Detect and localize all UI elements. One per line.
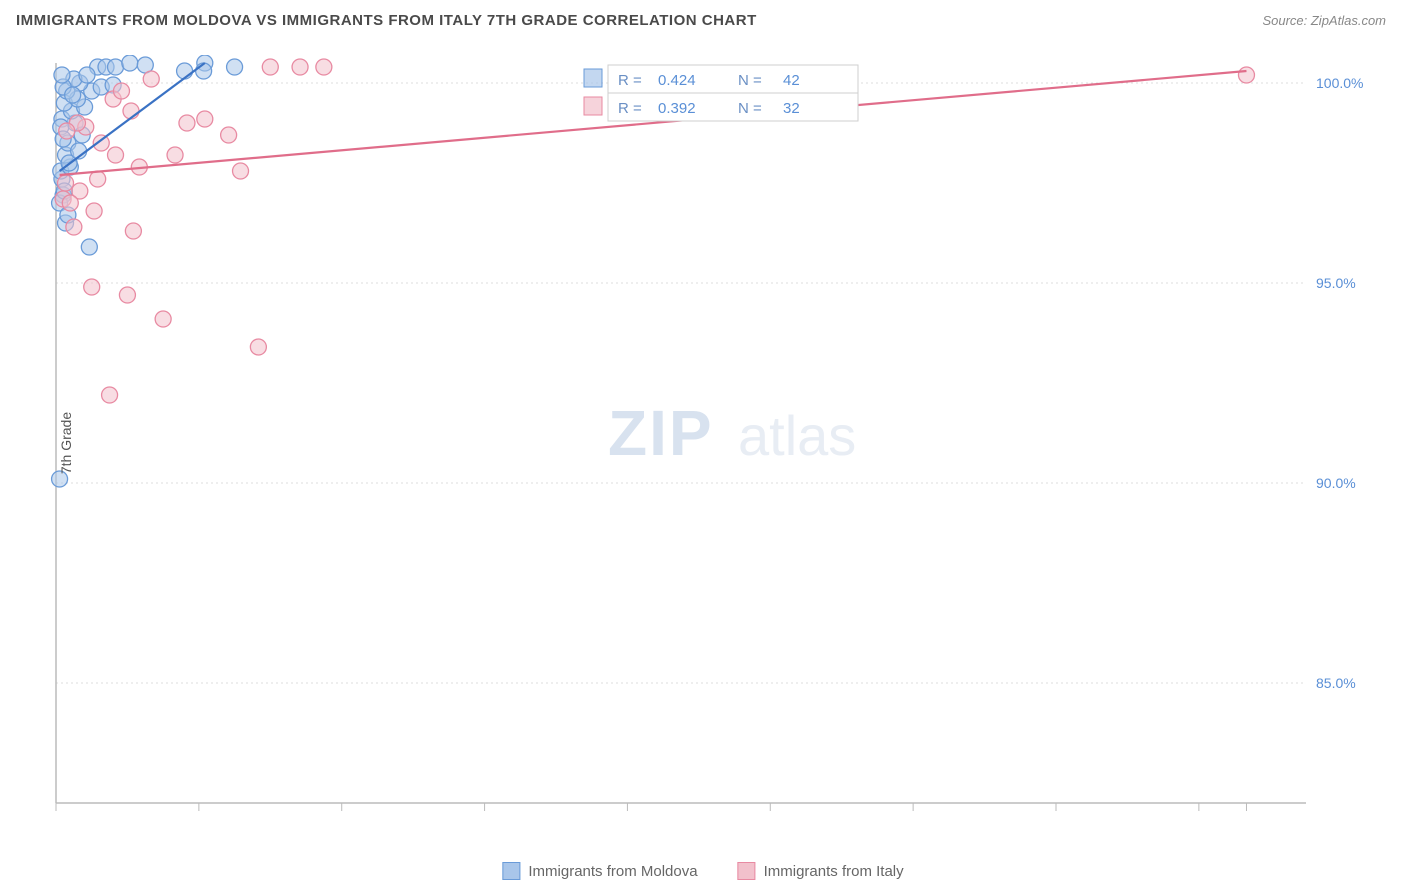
svg-text:N =: N =: [738, 72, 762, 89]
bottom-legend: Immigrants from Moldova Immigrants from …: [502, 862, 903, 880]
svg-text:ZIP: ZIP: [608, 397, 714, 469]
svg-text:85.0%: 85.0%: [1316, 675, 1356, 691]
chart-header: IMMIGRANTS FROM MOLDOVA VS IMMIGRANTS FR…: [0, 0, 1406, 37]
legend-swatch-italy: [738, 862, 756, 880]
legend-label-moldova: Immigrants from Moldova: [528, 863, 697, 880]
svg-text:100.0%: 100.0%: [1316, 75, 1363, 91]
legend-item-italy: Immigrants from Italy: [738, 862, 904, 880]
chart-title: IMMIGRANTS FROM MOLDOVA VS IMMIGRANTS FR…: [16, 12, 757, 29]
y-axis-label: 7th Grade: [58, 412, 74, 474]
source-label: Source: ZipAtlas.com: [1262, 13, 1386, 28]
svg-text:90.0%: 90.0%: [1316, 475, 1356, 491]
legend-swatch-moldova: [502, 862, 520, 880]
svg-text:R =: R =: [618, 100, 642, 117]
svg-text:95.0%: 95.0%: [1316, 275, 1356, 291]
svg-text:0.424: 0.424: [658, 72, 696, 89]
svg-text:atlas: atlas: [738, 404, 856, 467]
scatter-chart: 85.0% 90.0% 95.0% 100.0% ZIP atlas R = 0.424 N =…: [48, 55, 1388, 815]
legend-label-italy: Immigrants from Italy: [764, 863, 904, 880]
svg-text:0.392: 0.392: [658, 100, 696, 117]
svg-text:32: 32: [783, 100, 800, 117]
svg-text:N =: N =: [738, 100, 762, 117]
svg-text:R =: R =: [618, 72, 642, 89]
svg-text:42: 42: [783, 72, 800, 89]
chart-container: 7th Grade 85.0% 90.0% 95.0% 100.0% ZIP atlas R…: [48, 55, 1388, 815]
legend-item-moldova: Immigrants from Moldova: [502, 862, 697, 880]
